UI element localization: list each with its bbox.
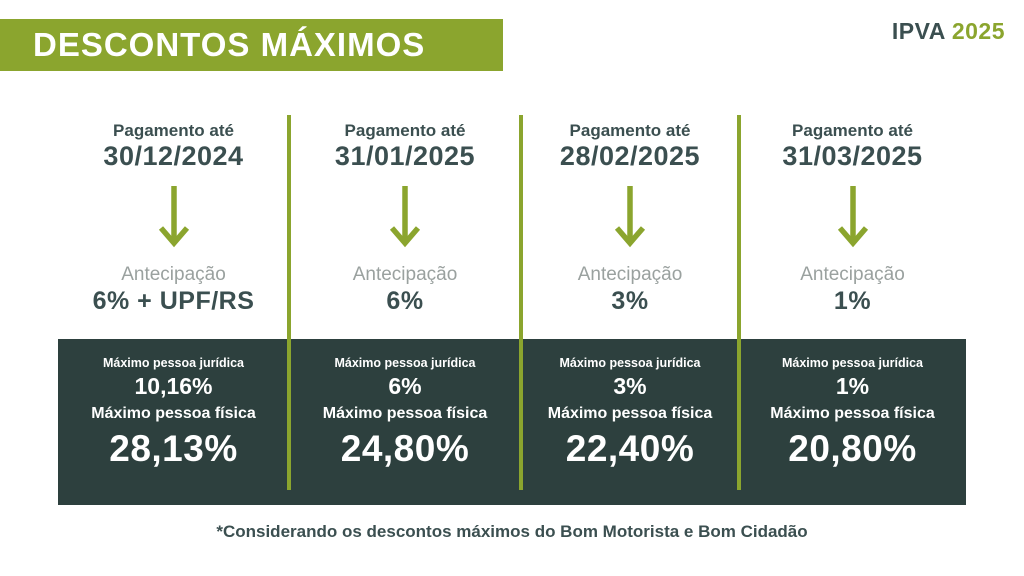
- anticipation-label: Antecipação: [352, 264, 458, 286]
- footnote: *Considerando os descontos máximos do Bo…: [216, 522, 808, 541]
- juridica-label: Máximo pessoa jurídica: [334, 356, 476, 370]
- brand-logo: IPVA 2025: [892, 18, 1005, 45]
- payment-column-4: Pagamento até 31/03/2025 Antecipação 1%: [739, 115, 966, 318]
- juridica-value: 3%: [613, 373, 647, 400]
- payment-column-3: Pagamento até 28/02/2025 Antecipação 3%: [521, 115, 739, 318]
- title-banner: DESCONTOS MÁXIMOS: [0, 19, 503, 71]
- anticipation-value: 6%: [386, 287, 424, 316]
- payment-columns: Pagamento até 30/12/2024 Antecipação 6% …: [58, 115, 966, 318]
- juridica-value: 10,16%: [134, 373, 213, 400]
- anticipation-value: 1%: [833, 287, 872, 316]
- payment-date: 30/12/2024: [103, 141, 244, 172]
- column-divider: [287, 115, 291, 490]
- page-title: DESCONTOS MÁXIMOS: [33, 26, 426, 63]
- payment-column-2: Pagamento até 31/01/2025 Antecipação 6%: [289, 115, 521, 318]
- anticipation-label: Antecipação: [121, 264, 226, 286]
- payment-date: 31/03/2025: [782, 141, 923, 172]
- down-arrow-icon: [521, 184, 739, 258]
- payment-date: 28/02/2025: [559, 141, 701, 172]
- band-column-4: Máximo pessoa jurídica 1% Máximo pessoa …: [739, 339, 966, 505]
- payment-label: Pagamento até: [113, 121, 234, 140]
- fisica-label: Máximo pessoa física: [547, 405, 713, 422]
- anticipation-label: Antecipação: [577, 264, 683, 286]
- down-arrow-icon: [739, 184, 966, 258]
- band-column-3: Máximo pessoa jurídica 3% Máximo pessoa …: [521, 339, 739, 505]
- payment-column-1: Pagamento até 30/12/2024 Antecipação 6% …: [58, 115, 289, 318]
- juridica-value: 6%: [388, 373, 422, 400]
- fisica-value: 28,13%: [109, 427, 238, 469]
- anticipation-value: 3%: [611, 287, 649, 316]
- payment-date: 31/01/2025: [334, 141, 476, 172]
- fisica-value: 22,40%: [565, 427, 695, 469]
- results-band: Máximo pessoa jurídica 10,16% Máximo pes…: [58, 339, 966, 505]
- fisica-value: 20,80%: [788, 427, 917, 469]
- juridica-label: Máximo pessoa jurídica: [559, 356, 701, 370]
- payment-label: Pagamento até: [569, 121, 691, 140]
- band-column-1: Máximo pessoa jurídica 10,16% Máximo pes…: [58, 339, 289, 505]
- fisica-value: 24,80%: [340, 427, 470, 469]
- column-divider: [519, 115, 523, 490]
- anticipation-label: Antecipação: [800, 264, 905, 286]
- down-arrow-icon: [58, 184, 289, 258]
- payment-label: Pagamento até: [344, 121, 466, 140]
- juridica-value: 1%: [835, 373, 870, 400]
- column-divider: [737, 115, 741, 490]
- juridica-label: Máximo pessoa jurídica: [781, 356, 924, 370]
- down-arrow-icon: [289, 184, 521, 258]
- brand-year: 2025: [951, 18, 1005, 44]
- anticipation-value: 6% + UPF/RS: [92, 287, 255, 316]
- fisica-label: Máximo pessoa física: [91, 405, 256, 422]
- fisica-label: Máximo pessoa física: [770, 405, 935, 422]
- band-column-2: Máximo pessoa jurídica 6% Máximo pessoa …: [289, 339, 521, 505]
- fisica-label: Máximo pessoa física: [322, 405, 488, 422]
- juridica-label: Máximo pessoa jurídica: [102, 356, 245, 370]
- brand-name: IPVA: [891, 18, 946, 44]
- payment-label: Pagamento até: [792, 121, 913, 140]
